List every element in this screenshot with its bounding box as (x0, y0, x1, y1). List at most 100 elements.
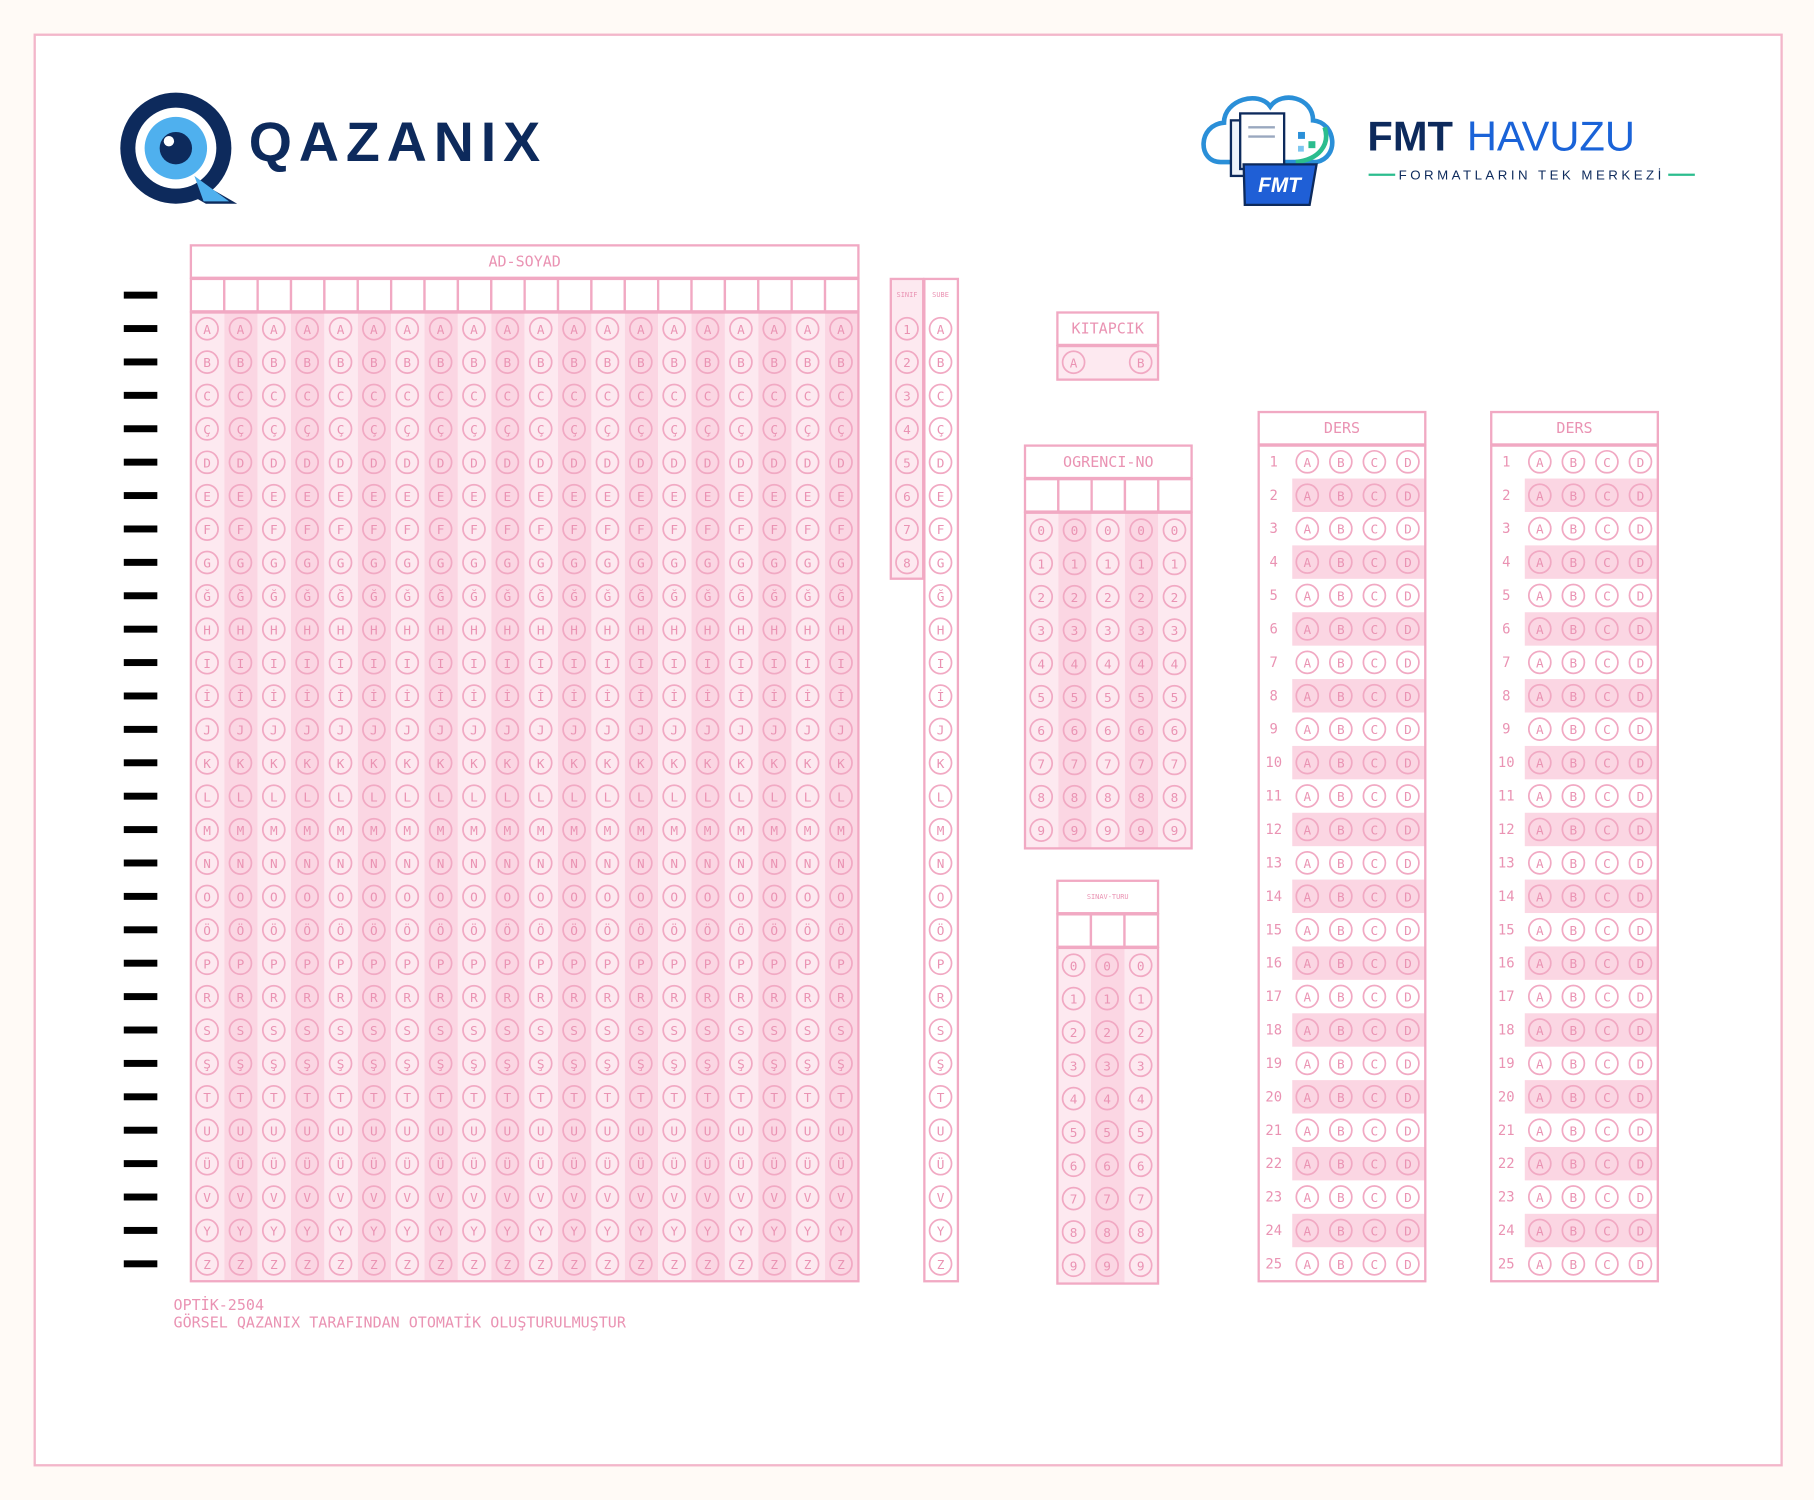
bubble[interactable] (1062, 784, 1087, 809)
bubble[interactable] (928, 684, 953, 708)
bubble[interactable] (628, 550, 653, 575)
bubble[interactable] (562, 650, 586, 675)
bubble[interactable] (1162, 784, 1187, 809)
bubble[interactable] (1129, 551, 1154, 576)
bubble[interactable] (628, 517, 653, 541)
bubble[interactable] (261, 617, 286, 642)
bubble[interactable] (1295, 1118, 1320, 1143)
bubble[interactable] (1362, 449, 1387, 474)
bubble[interactable] (195, 1051, 219, 1076)
bubble[interactable] (1328, 784, 1353, 808)
bubble[interactable] (228, 717, 253, 742)
bubble[interactable] (695, 1185, 720, 1209)
bubble[interactable] (328, 1085, 353, 1109)
bubble[interactable] (295, 1118, 320, 1143)
bubble[interactable] (795, 450, 820, 475)
bubble[interactable] (462, 817, 486, 842)
bubble[interactable] (1362, 1252, 1387, 1276)
bubble[interactable] (528, 1252, 553, 1276)
bubble[interactable] (295, 350, 320, 374)
bubble[interactable] (1396, 449, 1420, 474)
bubble[interactable] (1128, 1186, 1153, 1211)
bubble[interactable] (1295, 583, 1320, 608)
bubble[interactable] (729, 350, 753, 374)
bubble[interactable] (1561, 750, 1586, 775)
bubble[interactable] (395, 350, 420, 374)
bubble[interactable] (595, 617, 620, 642)
bubble[interactable] (928, 751, 953, 775)
bubble[interactable] (261, 1218, 286, 1243)
bubble[interactable] (595, 517, 620, 541)
bubble[interactable] (1527, 1151, 1552, 1176)
bubble[interactable] (762, 1218, 787, 1243)
bubble[interactable] (328, 684, 353, 708)
bubble[interactable] (495, 450, 520, 475)
bubble[interactable] (1328, 650, 1353, 675)
bubble[interactable] (495, 817, 520, 842)
bubble[interactable] (895, 517, 919, 541)
bubble[interactable] (228, 817, 253, 842)
bubble[interactable] (695, 450, 720, 475)
bubble[interactable] (261, 717, 286, 742)
bubble[interactable] (1595, 483, 1619, 508)
bubble[interactable] (1295, 1018, 1320, 1042)
bubble[interactable] (829, 717, 853, 742)
bubble[interactable] (662, 951, 687, 976)
bubble[interactable] (228, 417, 253, 441)
bubble[interactable] (428, 951, 453, 976)
bubble[interactable] (428, 1051, 453, 1076)
bubble[interactable] (1062, 718, 1087, 742)
bubble[interactable] (662, 751, 687, 775)
bubble[interactable] (228, 650, 253, 675)
bubble[interactable] (795, 650, 820, 675)
bubble[interactable] (1128, 1220, 1153, 1244)
bubble[interactable] (261, 550, 286, 575)
bubble[interactable] (1595, 550, 1619, 574)
bubble[interactable] (829, 483, 853, 508)
bubble[interactable] (1029, 618, 1054, 642)
bubble[interactable] (462, 316, 486, 341)
bubble[interactable] (729, 951, 753, 976)
bubble[interactable] (562, 951, 586, 976)
bubble[interactable] (829, 751, 853, 775)
bubble[interactable] (362, 417, 386, 441)
bubble[interactable] (595, 1252, 620, 1276)
bubble[interactable] (1029, 818, 1054, 842)
bubble[interactable] (1561, 650, 1586, 675)
bubble[interactable] (795, 751, 820, 775)
bubble[interactable] (1328, 1151, 1353, 1176)
bubble[interactable] (1362, 784, 1387, 808)
bubble[interactable] (829, 1118, 853, 1143)
bubble[interactable] (328, 1118, 353, 1143)
bubble[interactable] (1595, 617, 1619, 641)
bubble[interactable] (395, 1051, 420, 1076)
bubble[interactable] (562, 550, 586, 575)
bubble[interactable] (1295, 1252, 1320, 1276)
bubble[interactable] (195, 1018, 219, 1042)
bubble[interactable] (1095, 953, 1119, 978)
bubble[interactable] (1295, 683, 1320, 708)
bubble[interactable] (1396, 1118, 1420, 1143)
bubble[interactable] (395, 550, 420, 575)
bubble[interactable] (795, 617, 820, 642)
bubble[interactable] (261, 650, 286, 675)
bubble[interactable] (1095, 818, 1120, 842)
bubble[interactable] (1095, 1153, 1119, 1178)
bubble[interactable] (195, 1252, 219, 1276)
bubble[interactable] (228, 884, 253, 909)
bubble[interactable] (428, 483, 453, 508)
bubble[interactable] (462, 1118, 486, 1143)
bubble[interactable] (395, 1085, 420, 1109)
bubble[interactable] (795, 517, 820, 541)
bubble[interactable] (762, 517, 787, 541)
bubble[interactable] (595, 684, 620, 708)
bubble[interactable] (462, 1218, 486, 1243)
bubble[interactable] (1362, 1018, 1387, 1042)
bubble[interactable] (729, 751, 753, 775)
bubble[interactable] (762, 1118, 787, 1143)
bubble[interactable] (362, 884, 386, 909)
bubble[interactable] (1628, 784, 1653, 808)
bubble[interactable] (928, 383, 953, 408)
bubble[interactable] (428, 918, 453, 942)
bubble[interactable] (1095, 618, 1120, 642)
